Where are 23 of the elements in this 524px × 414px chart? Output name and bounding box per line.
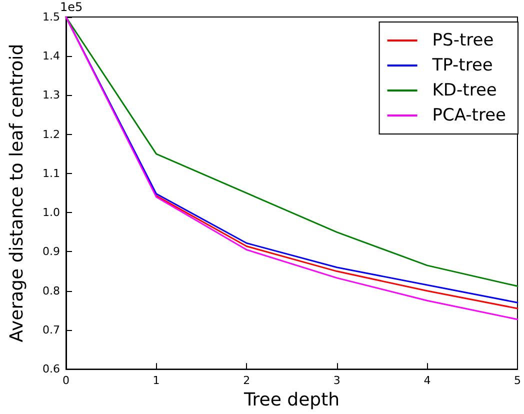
x-tick-label: 4	[424, 374, 431, 388]
y-tick-label: 1.0	[42, 206, 60, 220]
legend-label: TP-tree	[431, 56, 493, 76]
text: 1e5	[60, 0, 83, 14]
y-tick-label: 0.7	[42, 323, 60, 336]
y-tick-label: 1.4	[42, 50, 60, 63]
x-axis-title: Tree depth	[242, 390, 340, 410]
y-tick-label: 1.1	[42, 166, 60, 180]
x-tick-label: 3	[333, 374, 340, 388]
y-axis-title: Average distance to leaf centroid	[6, 44, 28, 342]
legend-label: PS-tree	[432, 30, 494, 50]
y-tick-label: 1.2	[42, 128, 60, 141]
y-tick-label: 0.8	[42, 284, 60, 298]
legend-label: PCA-tree	[432, 106, 506, 126]
x-tick-label: 5	[514, 374, 521, 388]
y-tick-label: 1.3	[42, 88, 60, 102]
y-tick-label: 1.5	[42, 10, 60, 24]
x-tick-label: 1	[152, 374, 160, 388]
legend-label: KD-tree	[432, 80, 497, 100]
y-tick-label: 0.6	[42, 362, 60, 376]
y-tick-label: 0.9	[42, 245, 60, 258]
x-tick-label: 0	[62, 374, 70, 388]
x-tick-label: 2	[243, 374, 250, 388]
